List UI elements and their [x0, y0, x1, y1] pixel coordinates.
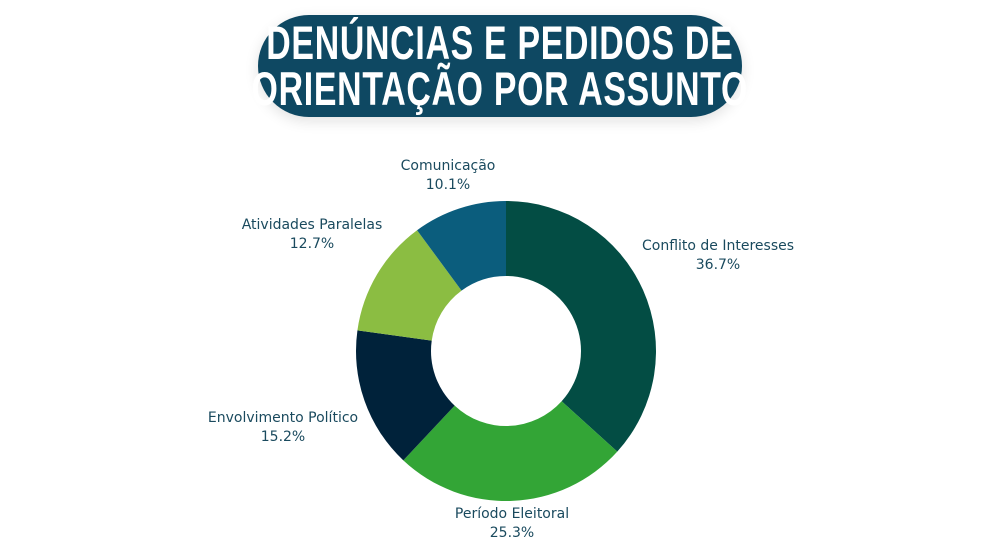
slice-label-periodo: Período Eleitoral 25.3% — [455, 505, 569, 543]
donut-slice-3 — [357, 230, 462, 341]
slice-name: Período Eleitoral — [454, 506, 570, 522]
slice-name: Atividades Paralelas — [241, 217, 383, 233]
title-line-1: DENÚNCIAS E PEDIDOS DE — [266, 16, 734, 69]
slice-name: Envolvimento Político — [207, 410, 359, 426]
slice-value: 15.2% — [260, 429, 306, 445]
slice-value: 25.3% — [489, 525, 535, 541]
slice-value: 12.7% — [289, 236, 335, 252]
slice-name: Conflito de Interesses — [641, 238, 795, 254]
slice-label-conflito: Conflito de Interesses 36.7% — [642, 237, 794, 275]
donut-slice-2 — [356, 330, 455, 461]
slice-label-envolvimento: Envolvimento Político 15.2% — [208, 409, 358, 447]
slice-label-atividades: Atividades Paralelas 12.7% — [242, 216, 383, 254]
chart-title: DENÚNCIAS E PEDIDOS DE ORIENTAÇÃO POR AS… — [251, 16, 749, 115]
title-line-2: ORIENTAÇÃO POR ASSUNTO — [251, 62, 749, 115]
donut-slice-0 — [506, 201, 657, 452]
title-banner: DENÚNCIAS E PEDIDOS DE ORIENTAÇÃO POR AS… — [252, 15, 748, 117]
slice-label-comunicacao: Comunicação 10.1% — [401, 157, 496, 195]
slice-name: Comunicação — [400, 158, 496, 174]
slice-value: 36.7% — [695, 257, 741, 273]
slice-value: 10.1% — [425, 177, 471, 193]
donut-slice-1 — [403, 401, 618, 502]
donut-slice-4 — [417, 201, 506, 291]
